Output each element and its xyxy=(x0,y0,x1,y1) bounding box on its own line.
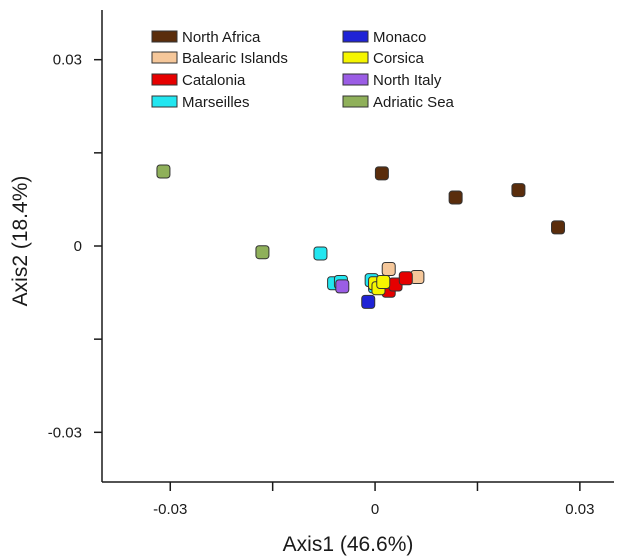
data-point xyxy=(313,246,328,261)
data-point xyxy=(335,279,350,294)
legend-label: North Italy xyxy=(373,72,442,89)
legend-swatch xyxy=(151,30,178,43)
legend-swatch xyxy=(342,30,369,43)
legend-swatch xyxy=(151,73,178,86)
data-point xyxy=(156,164,171,179)
y-tick-label: -0.03 xyxy=(48,424,82,441)
y-tick-label: 0 xyxy=(74,238,82,255)
legend: North Africa Balearic Islands Catalonia Mar… xyxy=(151,29,455,111)
data-point xyxy=(376,275,391,290)
data-point xyxy=(381,261,396,276)
legend-swatch xyxy=(151,51,178,64)
legend-label: Adriatic Sea xyxy=(373,94,455,111)
legend-swatch xyxy=(342,51,369,64)
legend-label: Corsica xyxy=(373,50,425,67)
data-point xyxy=(410,270,425,285)
legend-label: Monaco xyxy=(373,29,426,46)
data-point xyxy=(448,190,463,205)
legend-label: Catalonia xyxy=(182,72,246,89)
legend-swatch xyxy=(342,95,369,108)
x-tick-label: -0.03 xyxy=(153,501,187,518)
data-point xyxy=(551,220,566,235)
x-axis-title: Axis1 (46.6%) xyxy=(283,533,414,556)
data-point xyxy=(361,294,376,309)
legend-swatch xyxy=(151,95,178,108)
legend-swatch xyxy=(342,73,369,86)
y-tick-label: 0.03 xyxy=(53,52,82,69)
y-axis-title: Axis2 (18.4%) xyxy=(9,176,32,307)
legend-label: Marseilles xyxy=(182,94,250,111)
legend-label: Balearic Islands xyxy=(182,50,288,67)
x-ticks: -0.03 0 0.03 xyxy=(153,482,594,518)
data-point xyxy=(255,245,270,260)
data-point xyxy=(398,271,413,286)
legend-label: North Africa xyxy=(182,29,261,46)
y-ticks: 0.03 0 -0.03 xyxy=(48,52,102,441)
data-point xyxy=(374,166,389,181)
axes: -0.03 0 0.03 0.03 0 -0.03 xyxy=(48,10,614,518)
data-points xyxy=(156,164,566,309)
data-point xyxy=(511,183,526,198)
x-tick-label: 0.03 xyxy=(565,501,594,518)
x-tick-label: 0 xyxy=(371,501,379,518)
